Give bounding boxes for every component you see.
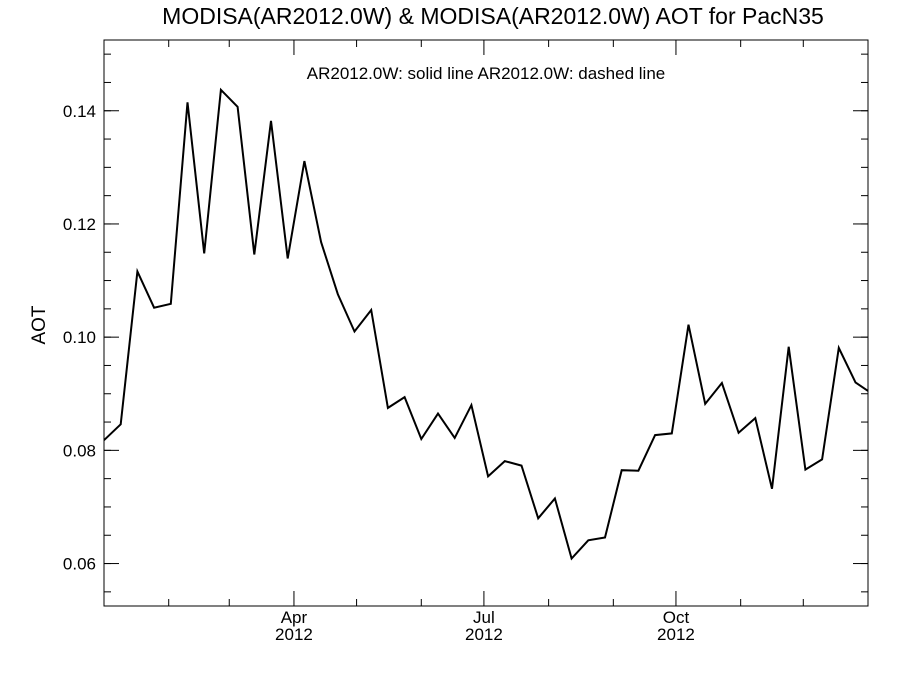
ticks-layer: 0.060.080.100.120.14Apr2012Jul2012Oct201… — [63, 40, 868, 644]
x-tick-label: Jul — [473, 608, 495, 627]
x-tick-label: Apr — [281, 608, 308, 627]
legend-text: AR2012.0W: solid line AR2012.0W: dashed … — [307, 64, 666, 83]
x-tick-year-label: 2012 — [465, 625, 503, 644]
x-tick-year-label: 2012 — [657, 625, 695, 644]
y-tick-label: 0.14 — [63, 102, 96, 121]
y-tick-label: 0.12 — [63, 215, 96, 234]
x-tick-year-label: 2012 — [275, 625, 313, 644]
y-tick-label: 0.10 — [63, 328, 96, 347]
x-tick-label: Oct — [663, 608, 690, 627]
plot-frame — [103, 39, 869, 607]
y-axis-label: AOT — [29, 305, 50, 344]
series-line-0 — [104, 87, 868, 561]
y-tick-label: 0.06 — [63, 555, 96, 574]
chart-title: MODISA(AR2012.0W) & MODISA(AR2012.0W) AO… — [162, 3, 824, 29]
series-layer — [104, 87, 868, 561]
y-tick-label: 0.08 — [63, 441, 96, 460]
